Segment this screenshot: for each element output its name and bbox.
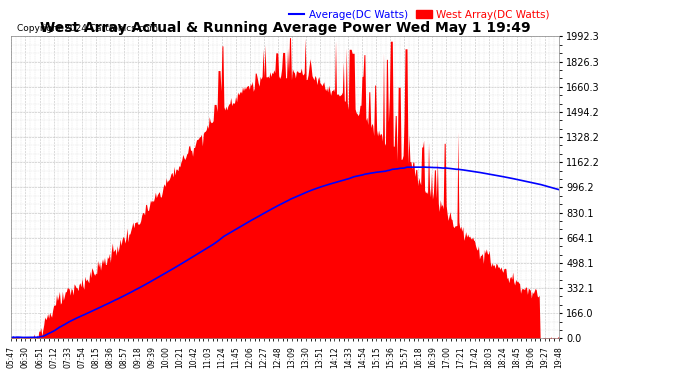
Title: West Array Actual & Running Average Power Wed May 1 19:49: West Array Actual & Running Average Powe… xyxy=(40,21,531,35)
Text: Copyright 2024 Cartronics.com: Copyright 2024 Cartronics.com xyxy=(17,24,158,33)
Legend: Average(DC Watts), West Array(DC Watts): Average(DC Watts), West Array(DC Watts) xyxy=(285,5,553,24)
